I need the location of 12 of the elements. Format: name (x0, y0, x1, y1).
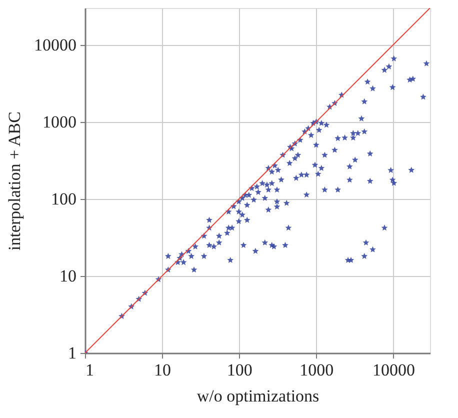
y-tick-label: 10000 (34, 35, 76, 54)
x-tick-label: 1 (86, 360, 94, 380)
x-tick-label: 1000 (300, 360, 334, 380)
x-tick-label: 100 (226, 360, 252, 380)
y-tick-label: 10 (60, 266, 76, 286)
x-axis-title: w/o optimizations (196, 386, 320, 406)
y-tick-label: 1 (68, 344, 76, 362)
x-tick-label: 10 (154, 360, 172, 380)
y-tick-label: 100 (51, 189, 76, 208)
y-tick-label: 1000 (42, 112, 76, 132)
x-tick-label: 10000 (372, 360, 415, 380)
y-axis-title: interpolation + ABC (5, 112, 24, 250)
